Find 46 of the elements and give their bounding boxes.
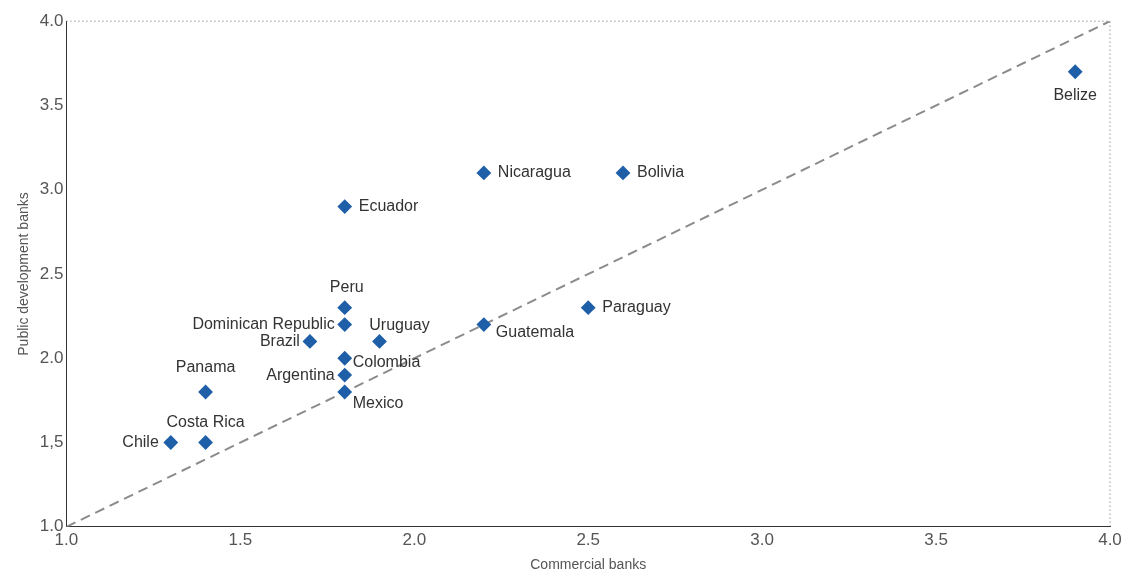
point <box>476 165 491 180</box>
annotation: Belize <box>1053 86 1098 104</box>
annotation: Dominican Republic <box>192 314 335 332</box>
annotation: Peru <box>329 278 364 296</box>
y-tick-label: 1,5 <box>39 432 64 452</box>
y-tick-label: 2.0 <box>39 347 64 367</box>
point <box>616 165 630 180</box>
annotation: Mexico <box>352 394 404 412</box>
y-tick-label: 2.5 <box>39 263 64 283</box>
x-axis-title: Commercial banks <box>530 556 647 573</box>
annotation: Bolivia <box>637 163 685 181</box>
point <box>476 317 491 332</box>
y-tick-label: 3.0 <box>39 179 64 199</box>
y-tick-label: 3.5 <box>39 95 64 115</box>
point <box>163 435 178 450</box>
point <box>337 317 352 332</box>
point <box>302 334 317 349</box>
x-tick-label: 4.0 <box>1098 529 1122 549</box>
annotation: Costa Rica <box>166 412 245 430</box>
annotation: Ecuador <box>358 196 419 214</box>
point <box>581 300 596 315</box>
x-tick-label: 3.5 <box>924 529 948 549</box>
y-tick-label: 4.0 <box>39 10 64 30</box>
annotation: Colombia <box>352 352 421 370</box>
point <box>198 435 213 450</box>
point <box>1068 64 1083 79</box>
point <box>337 368 352 383</box>
x-tick-label: 1.5 <box>228 529 253 549</box>
annotation: Guatemala <box>495 322 575 340</box>
point <box>372 334 387 349</box>
point <box>337 384 352 399</box>
x-tick-label: 2.0 <box>402 529 427 549</box>
annotation: Panama <box>175 358 236 376</box>
annotation: Uruguay <box>369 315 430 333</box>
point <box>198 384 213 399</box>
annotation: Brazil <box>259 331 300 349</box>
x-tick-label: 2.5 <box>576 529 601 549</box>
point <box>337 351 352 366</box>
y-axis-title: Public development banks <box>15 192 32 356</box>
annotation: Paraguay <box>602 298 671 316</box>
annotation: Chile <box>122 432 159 450</box>
point <box>337 199 352 214</box>
x-tick-label: 3.0 <box>750 529 774 549</box>
annotation: Argentina <box>266 365 335 383</box>
annotation: Nicaragua <box>497 163 571 181</box>
point <box>337 300 352 315</box>
